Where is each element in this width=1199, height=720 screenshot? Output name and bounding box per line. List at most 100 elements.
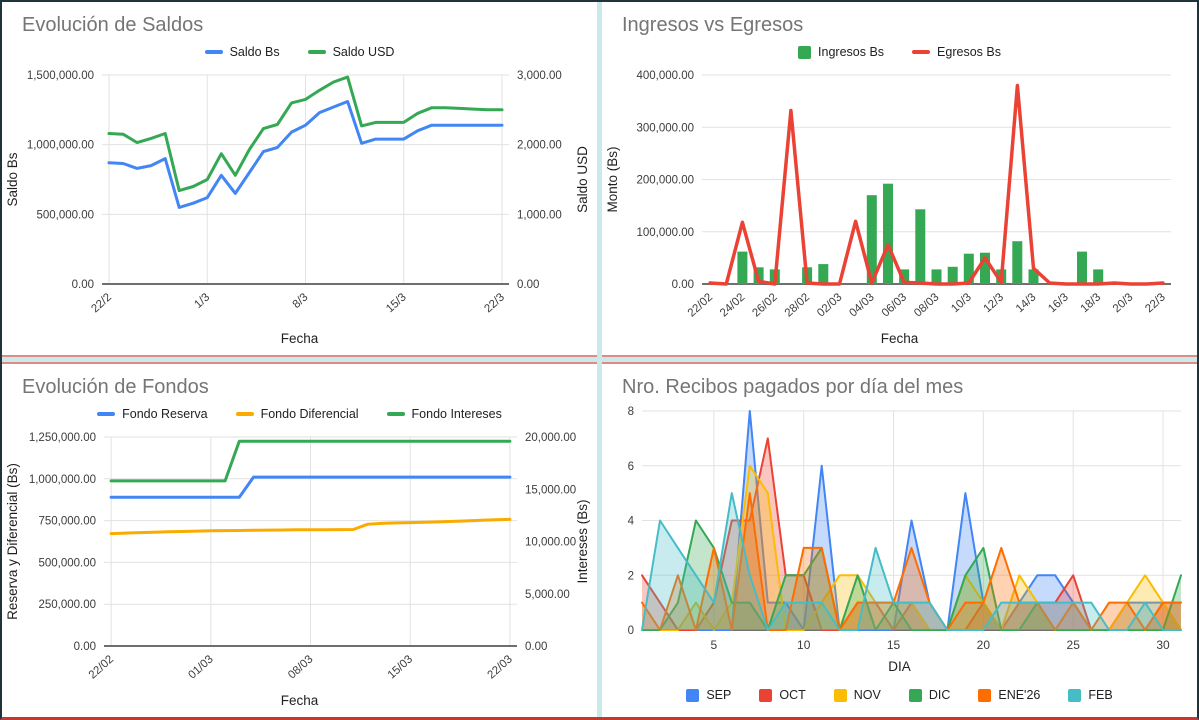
svg-text:22/02: 22/02 xyxy=(87,653,116,681)
svg-text:16/3: 16/3 xyxy=(1046,291,1071,315)
svg-text:Reserva y Diferencial (Bs): Reserva y Diferencial (Bs) xyxy=(5,463,20,620)
legend-label: Saldo USD xyxy=(332,45,395,59)
legend-swatch-square-icon xyxy=(978,688,992,702)
legend-item-oct: OCT xyxy=(759,688,806,702)
plot-area-fondos: 0.00 250,000.00 500,000.00 750,000.00 1,000,… xyxy=(2,427,597,692)
legend-item-sep: SEP xyxy=(686,688,731,702)
svg-text:200,000.00: 200,000.00 xyxy=(636,175,694,187)
svg-text:500,000.00: 500,000.00 xyxy=(38,557,96,569)
svg-text:0.00: 0.00 xyxy=(517,279,539,291)
svg-text:5,000.00: 5,000.00 xyxy=(525,589,570,601)
svg-text:250,000.00: 250,000.00 xyxy=(38,599,96,611)
svg-text:02/03: 02/03 xyxy=(815,291,844,319)
chart-title-recibos: Nro. Recibos pagados por día del mes xyxy=(622,376,964,398)
legend-item-dic: DIC xyxy=(908,688,951,702)
svg-text:22/3: 22/3 xyxy=(1143,291,1168,315)
svg-text:0.00: 0.00 xyxy=(74,641,96,653)
legend-label: Saldo Bs xyxy=(229,45,280,59)
svg-text:400,000.00: 400,000.00 xyxy=(636,70,694,82)
svg-text:Saldo Bs: Saldo Bs xyxy=(5,152,20,206)
svg-text:10,000.00: 10,000.00 xyxy=(525,537,576,549)
panel-evolucion-fondos[interactable]: Evolución de Fondos Fondo Reserva Fondo D… xyxy=(2,362,597,717)
svg-text:1/3: 1/3 xyxy=(192,291,212,311)
legend-item-saldo-bs: Saldo Bs xyxy=(204,45,280,59)
legend-label: OCT xyxy=(779,688,806,702)
svg-text:22/3: 22/3 xyxy=(482,291,507,315)
legend-label: DIC xyxy=(928,688,951,702)
svg-text:1,500,000.00: 1,500,000.00 xyxy=(27,70,94,82)
svg-text:1,250,000.00: 1,250,000.00 xyxy=(29,432,96,444)
chart-canvas-fondos: 0.00 250,000.00 500,000.00 750,000.00 1,000,… xyxy=(5,432,590,681)
chart-title-saldos: Evolución de Saldos xyxy=(22,14,204,36)
svg-text:10: 10 xyxy=(797,638,811,652)
panel-evolucion-saldos[interactable]: Evolución de Saldos Saldo Bs Saldo USD 0.… xyxy=(2,2,597,357)
chart-title-ingresos-egresos: Ingresos vs Egresos xyxy=(622,14,804,36)
svg-text:22/03: 22/03 xyxy=(485,653,514,681)
svg-text:1,000,000.00: 1,000,000.00 xyxy=(27,140,94,152)
panel-recibos-pagados[interactable]: Nro. Recibos pagados por día del mes 0 2 4… xyxy=(602,362,1197,717)
svg-text:24/02: 24/02 xyxy=(718,291,747,319)
svg-text:08/03: 08/03 xyxy=(286,653,315,681)
legend-label: NOV xyxy=(853,688,881,702)
svg-text:06/03: 06/03 xyxy=(880,291,909,319)
svg-text:6: 6 xyxy=(628,461,634,473)
legend-swatch-line-icon xyxy=(97,412,116,416)
chart-canvas-recibos: 0 2 4 6 8 5 10 15 20 25 30 xyxy=(628,406,1182,652)
legend-item-ene-26: ENE'26 xyxy=(978,688,1040,702)
legend-item-saldo-usd: Saldo USD xyxy=(307,45,395,59)
svg-text:25: 25 xyxy=(1067,638,1081,652)
svg-text:Saldo USD: Saldo USD xyxy=(575,146,590,213)
legend-label: ENE'26 xyxy=(998,688,1041,702)
svg-text:20/3: 20/3 xyxy=(1111,291,1136,315)
legend-ingresos-egresos: Ingresos Bs Egresos Bs xyxy=(602,39,1197,65)
legend-label: Fondo Reserva xyxy=(122,407,208,421)
legend-swatch-line-icon xyxy=(235,412,254,416)
legend-label: FEB xyxy=(1088,688,1113,702)
svg-text:04/03: 04/03 xyxy=(847,291,876,319)
svg-text:28/02: 28/02 xyxy=(783,291,812,319)
x-axis-title-recibos: DIA xyxy=(888,659,911,674)
svg-text:0: 0 xyxy=(628,625,634,637)
legend-recibos: SEP OCT NOV DIC ENE'26 FEB xyxy=(602,683,1197,707)
svg-text:Monto (Bs): Monto (Bs) xyxy=(605,146,620,212)
svg-text:Intereses (Bs): Intereses (Bs) xyxy=(575,499,590,583)
legend-item-fondo-intereses: Fondo Intereses xyxy=(386,407,502,421)
svg-text:01/03: 01/03 xyxy=(186,653,215,681)
legend-fondos: Fondo Reserva Fondo Diferencial Fondo Inte… xyxy=(2,401,597,427)
legend-item-nov: NOV xyxy=(833,688,881,702)
svg-text:12/3: 12/3 xyxy=(982,291,1007,315)
svg-text:0.00: 0.00 xyxy=(72,279,94,291)
plot-area-ingresos-egresos: 0.00 100,000.00 200,000.00 300,000.00 400,00… xyxy=(602,65,1197,330)
svg-text:500,000.00: 500,000.00 xyxy=(36,209,94,221)
svg-text:15/3: 15/3 xyxy=(384,291,409,315)
svg-text:750,000.00: 750,000.00 xyxy=(38,516,96,528)
svg-text:1,000,000.00: 1,000,000.00 xyxy=(29,474,96,486)
x-axis-title-ingresos-egresos: Fecha xyxy=(880,331,919,346)
svg-text:15/03: 15/03 xyxy=(386,653,415,681)
svg-text:22/02: 22/02 xyxy=(686,291,715,319)
legend-swatch-line-icon xyxy=(912,50,931,54)
plot-area-recibos: 0 2 4 6 8 5 10 15 20 25 30 xyxy=(602,401,1197,658)
legend-label: Fondo Intereses xyxy=(411,407,502,421)
legend-label: Egresos Bs xyxy=(937,45,1001,59)
svg-text:1,000.00: 1,000.00 xyxy=(517,209,562,221)
svg-text:4: 4 xyxy=(628,516,635,528)
chart-canvas-ingresos-egresos: 0.00 100,000.00 200,000.00 300,000.00 400,00… xyxy=(605,70,1171,319)
legend-swatch-square-icon xyxy=(833,688,847,702)
legend-swatch-line-icon xyxy=(386,412,405,416)
svg-text:0.00: 0.00 xyxy=(525,641,547,653)
legend-label: SEP xyxy=(706,688,732,702)
x-axis-title-saldos: Fecha xyxy=(280,331,319,346)
chart-canvas-saldos: 0.00 500,000.00 1,000,000.00 1,500,000.00 0.… xyxy=(5,70,590,315)
svg-text:0.00: 0.00 xyxy=(672,279,694,291)
svg-text:2,000.00: 2,000.00 xyxy=(517,140,562,152)
legend-label: Fondo Diferencial xyxy=(260,407,359,421)
svg-text:20,000.00: 20,000.00 xyxy=(525,432,576,444)
svg-text:8/3: 8/3 xyxy=(291,291,311,311)
svg-text:2: 2 xyxy=(628,570,634,582)
legend-item-feb: FEB xyxy=(1068,688,1113,702)
legend-swatch-line-icon xyxy=(204,50,223,54)
svg-text:22/2: 22/2 xyxy=(89,291,114,315)
panel-ingresos-egresos[interactable]: Ingresos vs Egresos Ingresos Bs Egresos B… xyxy=(602,2,1197,357)
legend-item-fondo-diferencial: Fondo Diferencial xyxy=(235,407,359,421)
